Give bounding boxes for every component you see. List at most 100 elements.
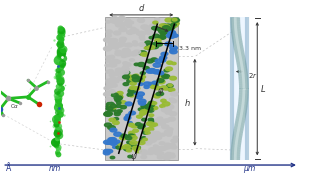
- Circle shape: [148, 138, 153, 141]
- Circle shape: [147, 103, 154, 107]
- Circle shape: [127, 94, 132, 96]
- Circle shape: [172, 34, 178, 37]
- Circle shape: [151, 58, 157, 61]
- Circle shape: [108, 69, 113, 72]
- Circle shape: [126, 19, 130, 22]
- Circle shape: [125, 136, 132, 140]
- Circle shape: [106, 30, 112, 34]
- Circle shape: [156, 93, 162, 96]
- Circle shape: [135, 123, 141, 126]
- Circle shape: [165, 18, 172, 22]
- Circle shape: [167, 132, 172, 135]
- Circle shape: [154, 86, 161, 90]
- Circle shape: [130, 136, 137, 140]
- Circle shape: [127, 149, 132, 152]
- Circle shape: [110, 42, 116, 45]
- Circle shape: [167, 61, 173, 64]
- Circle shape: [166, 104, 172, 107]
- Circle shape: [170, 31, 175, 33]
- Circle shape: [121, 55, 126, 58]
- Circle shape: [161, 108, 168, 112]
- Circle shape: [106, 79, 112, 82]
- Circle shape: [117, 76, 125, 80]
- Circle shape: [145, 30, 151, 33]
- Circle shape: [114, 96, 122, 100]
- Circle shape: [148, 118, 154, 121]
- Circle shape: [127, 93, 133, 96]
- Circle shape: [130, 59, 134, 61]
- Circle shape: [146, 138, 151, 140]
- Circle shape: [141, 140, 146, 142]
- Circle shape: [171, 23, 176, 26]
- Circle shape: [120, 101, 126, 104]
- Circle shape: [160, 56, 167, 60]
- Circle shape: [149, 36, 154, 39]
- Circle shape: [149, 131, 156, 135]
- Circle shape: [152, 26, 158, 30]
- Circle shape: [165, 143, 171, 146]
- Circle shape: [126, 25, 132, 27]
- Circle shape: [105, 56, 110, 59]
- Circle shape: [168, 32, 174, 36]
- Circle shape: [115, 21, 122, 25]
- Circle shape: [133, 50, 141, 54]
- Circle shape: [105, 97, 112, 101]
- Circle shape: [148, 69, 156, 73]
- Circle shape: [171, 92, 178, 96]
- Circle shape: [157, 92, 163, 96]
- Circle shape: [163, 119, 170, 122]
- Circle shape: [147, 138, 155, 142]
- Circle shape: [121, 135, 126, 138]
- Circle shape: [169, 98, 174, 101]
- Circle shape: [115, 60, 121, 64]
- Circle shape: [117, 96, 122, 99]
- Text: $\psi$: $\psi$: [130, 152, 138, 163]
- Circle shape: [155, 132, 160, 135]
- Circle shape: [106, 141, 113, 144]
- Circle shape: [157, 80, 165, 84]
- Circle shape: [143, 138, 147, 141]
- Circle shape: [129, 86, 135, 89]
- Circle shape: [138, 18, 144, 22]
- Circle shape: [108, 71, 113, 73]
- Circle shape: [136, 96, 143, 99]
- Circle shape: [172, 62, 176, 65]
- Circle shape: [166, 67, 173, 71]
- Circle shape: [158, 152, 164, 155]
- Circle shape: [159, 24, 166, 28]
- Circle shape: [163, 25, 170, 29]
- Circle shape: [134, 63, 139, 66]
- Circle shape: [139, 36, 145, 39]
- Circle shape: [155, 59, 162, 63]
- Circle shape: [160, 105, 165, 108]
- Circle shape: [166, 105, 174, 109]
- Text: 3.3 nm: 3.3 nm: [179, 46, 202, 51]
- Circle shape: [161, 52, 167, 56]
- Circle shape: [120, 146, 124, 149]
- Circle shape: [124, 145, 129, 148]
- Circle shape: [108, 45, 115, 49]
- Circle shape: [110, 59, 119, 64]
- Circle shape: [142, 137, 146, 139]
- Circle shape: [144, 82, 151, 86]
- Circle shape: [141, 105, 148, 108]
- Circle shape: [133, 43, 138, 46]
- Circle shape: [105, 111, 112, 116]
- Bar: [232, 18, 247, 160]
- Circle shape: [129, 143, 136, 146]
- Circle shape: [110, 104, 116, 108]
- Circle shape: [152, 81, 158, 84]
- Circle shape: [146, 142, 151, 144]
- Circle shape: [143, 128, 149, 131]
- Circle shape: [133, 41, 137, 43]
- Text: $2r$: $2r$: [248, 71, 258, 79]
- Circle shape: [108, 126, 115, 130]
- Circle shape: [169, 155, 175, 158]
- Circle shape: [162, 24, 167, 27]
- Circle shape: [108, 79, 115, 83]
- Circle shape: [125, 43, 133, 47]
- Circle shape: [168, 31, 176, 35]
- Circle shape: [140, 72, 145, 75]
- Circle shape: [154, 145, 158, 148]
- Circle shape: [106, 21, 110, 23]
